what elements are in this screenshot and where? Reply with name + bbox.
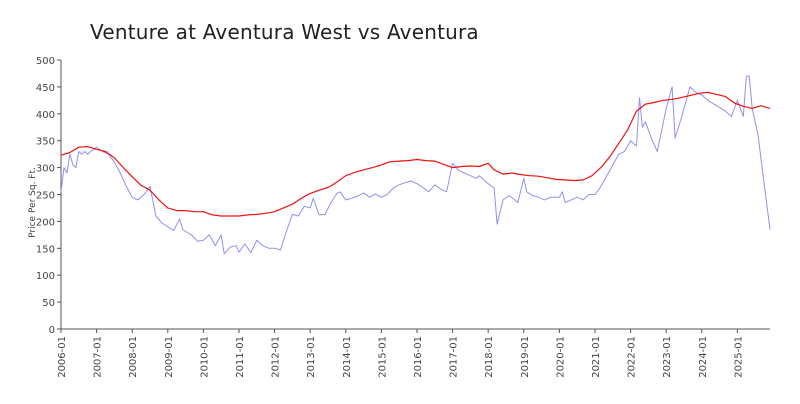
x-tick-label: 2022-01	[627, 336, 638, 378]
x-tick-label: 2014-01	[342, 336, 353, 378]
x-tick-label: 2025-01	[733, 336, 744, 378]
x-tick-label: 2012-01	[271, 336, 282, 378]
x-tick-label: 2020-01	[555, 336, 566, 378]
y-tick-label: 500	[36, 56, 55, 67]
y-tick-label: 400	[36, 110, 55, 121]
x-tick-label: 2021-01	[591, 336, 602, 378]
x-tick-label: 2017-01	[449, 336, 460, 378]
y-tick-label: 150	[36, 244, 55, 255]
y-axis-label: Price Per Sq. Ft.	[28, 167, 38, 238]
x-tick-label: 2010-01	[199, 336, 210, 378]
x-tick-label: 2023-01	[662, 336, 673, 378]
x-tick-label: 2018-01	[484, 336, 495, 378]
x-tick-label: 2009-01	[164, 336, 175, 378]
y-tick-label: 300	[36, 164, 55, 175]
x-tick-label: 2006-01	[57, 336, 68, 378]
x-tick-label: 2007-01	[93, 336, 104, 378]
series-line-1	[60, 75, 771, 255]
x-tick-label: 2015-01	[377, 336, 388, 378]
series-line-2	[60, 91, 771, 217]
x-tick-label: 2019-01	[520, 336, 531, 378]
x-tick-label: 2016-01	[413, 336, 424, 378]
x-tick-label: 2024-01	[698, 336, 709, 378]
x-tick-label: 2011-01	[235, 336, 246, 378]
y-tick-label: 0	[49, 325, 55, 336]
x-tick-label: 2013-01	[306, 336, 317, 378]
y-tick-label: 50	[42, 298, 55, 309]
y-tick-label: 250	[36, 191, 55, 202]
y-tick-label: 350	[36, 137, 55, 148]
chart-title: Venture at Aventura West vs Aventura	[90, 20, 479, 44]
y-tick-label: 450	[36, 83, 55, 94]
y-tick-label: 100	[36, 271, 55, 282]
x-tick-label: 2008-01	[128, 336, 139, 378]
y-tick-label: 200	[36, 217, 55, 228]
